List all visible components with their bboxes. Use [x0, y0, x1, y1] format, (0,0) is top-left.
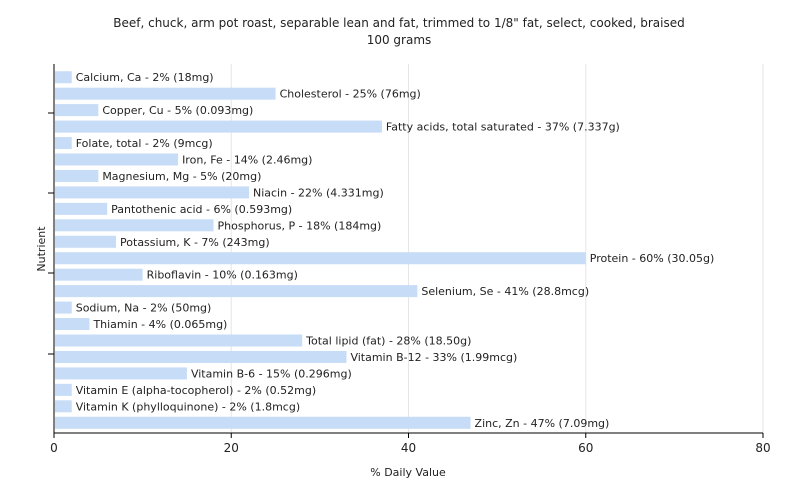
bar — [55, 186, 249, 199]
bar-label: Pantothenic acid - 6% (0.593mg) — [111, 203, 292, 216]
bar — [55, 252, 586, 265]
bar-label: Iron, Fe - 14% (2.46mg) — [182, 154, 312, 167]
bar — [55, 400, 72, 413]
x-tick-label: 40 — [401, 441, 416, 455]
bar-label: Sodium, Na - 2% (50mg) — [76, 302, 212, 315]
bar — [55, 87, 276, 100]
axes: 0 20 40 60 80 — [48, 64, 771, 455]
bar — [55, 334, 303, 347]
bar-label: Potassium, K - 7% (243mg) — [120, 236, 270, 249]
bar-label: Riboflavin - 10% (0.163mg) — [147, 269, 298, 282]
x-tick-label: 60 — [578, 441, 593, 455]
x-tick-label: 0 — [50, 441, 58, 455]
bar — [55, 383, 72, 396]
bar-label: Folate, total - 2% (9mcg) — [76, 137, 213, 150]
bar — [55, 137, 72, 150]
bar — [55, 301, 72, 314]
bar — [55, 318, 90, 331]
bar-label: Total lipid (fat) - 28% (18.50g) — [305, 335, 471, 348]
bar-label: Magnesium, Mg - 5% (20mg) — [102, 170, 261, 183]
bar — [55, 202, 108, 215]
bar-label: Vitamin E (alpha-tocopherol) - 2% (0.52m… — [76, 384, 316, 397]
bar-label: Cholesterol - 25% (76mg) — [280, 88, 421, 101]
bar — [55, 120, 382, 133]
bar-label: Protein - 60% (30.05g) — [590, 252, 715, 265]
bar — [55, 71, 72, 84]
bar — [55, 235, 117, 248]
bar — [55, 153, 179, 166]
bar-label: Phosphorus, P - 18% (184mg) — [218, 219, 382, 232]
bar-label: Fatty acids, total saturated - 37% (7.33… — [386, 121, 620, 134]
chart-subtitle: 100 grams — [367, 33, 432, 47]
x-tick-label: 80 — [755, 441, 770, 455]
bar-label: Selenium, Se - 41% (28.8mcg) — [421, 285, 589, 298]
bar-label: Niacin - 22% (4.331mg) — [253, 186, 384, 199]
y-axis-label: Nutrient — [35, 226, 48, 272]
bar-label: Copper, Cu - 5% (0.093mg) — [102, 104, 253, 117]
bar-label: Vitamin B-12 - 33% (1.99mcg) — [350, 351, 517, 364]
bar-label: Calcium, Ca - 2% (18mg) — [76, 71, 214, 84]
bar — [55, 416, 471, 429]
bar-label: Vitamin B-6 - 15% (0.296mg) — [191, 367, 352, 380]
x-tick-label: 20 — [224, 441, 239, 455]
bar-label: Vitamin K (phylloquinone) - 2% (1.8mcg) — [76, 400, 300, 413]
chart-title: Beef, chuck, arm pot roast, separable le… — [113, 16, 684, 30]
bar — [55, 350, 347, 363]
x-axis-label: % Daily Value — [370, 466, 446, 479]
bars: Calcium, Ca - 2% (18mg) Cholesterol - 25%… — [55, 71, 714, 430]
bar — [55, 268, 143, 281]
bar — [55, 104, 99, 117]
bar — [55, 169, 99, 182]
bar — [55, 285, 418, 298]
bar-label: Zinc, Zn - 47% (7.09mg) — [475, 417, 610, 430]
bar — [55, 219, 214, 232]
bar — [55, 367, 187, 380]
bar-label: Thiamin - 4% (0.065mg) — [92, 318, 227, 331]
